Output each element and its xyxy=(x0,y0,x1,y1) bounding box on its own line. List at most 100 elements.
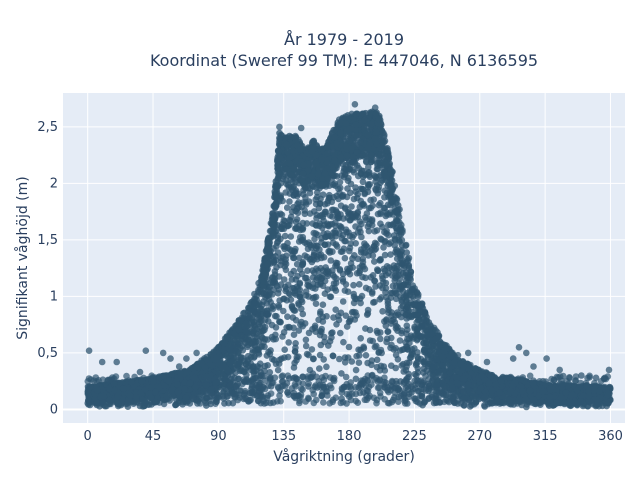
data-point xyxy=(374,329,381,337)
data-point xyxy=(280,307,287,315)
data-point xyxy=(309,325,316,333)
data-point xyxy=(323,363,330,371)
data-point xyxy=(344,214,352,221)
data-point xyxy=(362,325,369,332)
data-point xyxy=(432,343,440,350)
data-point xyxy=(393,322,400,330)
data-point xyxy=(332,306,340,314)
data-point xyxy=(377,335,384,343)
data-point xyxy=(381,367,389,374)
data-point xyxy=(303,220,311,227)
data-point xyxy=(282,287,289,295)
data-point xyxy=(352,375,360,383)
data-point xyxy=(392,351,400,359)
data-point xyxy=(249,346,257,354)
data-point xyxy=(333,275,340,283)
data-point xyxy=(392,364,400,372)
data-point xyxy=(319,301,327,309)
data-point xyxy=(335,316,343,324)
data-point xyxy=(289,284,296,292)
data-point xyxy=(374,267,382,275)
data-point xyxy=(347,240,355,247)
data-point xyxy=(426,347,434,355)
data-point xyxy=(331,228,339,235)
data-point xyxy=(418,333,425,341)
data-point xyxy=(420,316,427,323)
data-point xyxy=(398,298,406,306)
data-point xyxy=(346,317,354,325)
data-point xyxy=(394,309,401,316)
data-points xyxy=(84,101,614,411)
data-point xyxy=(392,219,399,226)
data-point xyxy=(284,313,291,321)
data-point xyxy=(360,343,367,351)
data-point xyxy=(239,347,247,354)
data-point xyxy=(247,360,255,367)
data-point xyxy=(250,354,258,361)
data-point xyxy=(306,210,314,217)
data-point xyxy=(403,249,411,256)
data-point xyxy=(350,290,358,298)
data-point xyxy=(329,213,336,220)
data-point xyxy=(421,323,429,330)
data-point xyxy=(296,279,304,287)
data-point xyxy=(356,264,363,271)
data-point xyxy=(341,287,349,294)
data-point xyxy=(282,266,290,274)
data-point xyxy=(378,294,385,301)
data-point xyxy=(304,245,312,253)
data-point xyxy=(220,339,228,347)
data-point xyxy=(363,210,371,217)
data-point xyxy=(301,239,309,246)
data-point xyxy=(286,216,293,224)
data-point xyxy=(166,397,173,404)
data-point xyxy=(285,339,293,346)
chart-title-line-1: År 1979 - 2019 xyxy=(284,30,404,49)
data-point xyxy=(285,184,293,191)
data-point xyxy=(317,310,324,318)
data-point xyxy=(260,298,267,305)
data-point xyxy=(342,281,350,288)
data-point xyxy=(381,251,389,259)
data-point xyxy=(277,281,285,288)
data-point xyxy=(414,369,422,376)
data-point xyxy=(305,282,313,290)
data-point xyxy=(223,366,231,374)
data-point xyxy=(352,366,360,374)
data-point xyxy=(365,169,372,177)
data-point xyxy=(283,204,291,211)
data-point xyxy=(275,302,283,309)
data-point xyxy=(358,220,365,228)
data-point xyxy=(323,313,330,320)
data-point xyxy=(347,180,355,188)
data-point xyxy=(300,191,307,198)
data-point xyxy=(384,300,392,308)
data-point xyxy=(236,367,244,375)
data-point xyxy=(414,359,421,366)
data-point xyxy=(378,272,386,280)
data-point xyxy=(362,352,370,359)
data-point xyxy=(357,299,364,307)
data-point xyxy=(233,361,241,369)
data-point xyxy=(396,337,404,344)
data-point xyxy=(280,276,288,283)
data-point xyxy=(292,316,300,324)
data-point xyxy=(315,316,322,324)
data-point xyxy=(354,255,362,263)
data-point xyxy=(421,345,429,352)
data-point xyxy=(383,335,391,343)
data-point xyxy=(325,222,332,230)
data-point xyxy=(275,360,283,368)
data-point xyxy=(287,270,295,278)
data-point xyxy=(352,240,360,247)
data-point xyxy=(244,352,252,360)
data-point xyxy=(264,362,272,369)
data-point xyxy=(277,318,285,326)
data-point xyxy=(303,274,310,282)
data-point xyxy=(328,334,335,341)
data-point xyxy=(311,294,318,301)
data-point xyxy=(247,366,255,374)
data-point xyxy=(387,251,394,258)
data-point xyxy=(327,293,335,301)
data-point xyxy=(338,172,345,179)
